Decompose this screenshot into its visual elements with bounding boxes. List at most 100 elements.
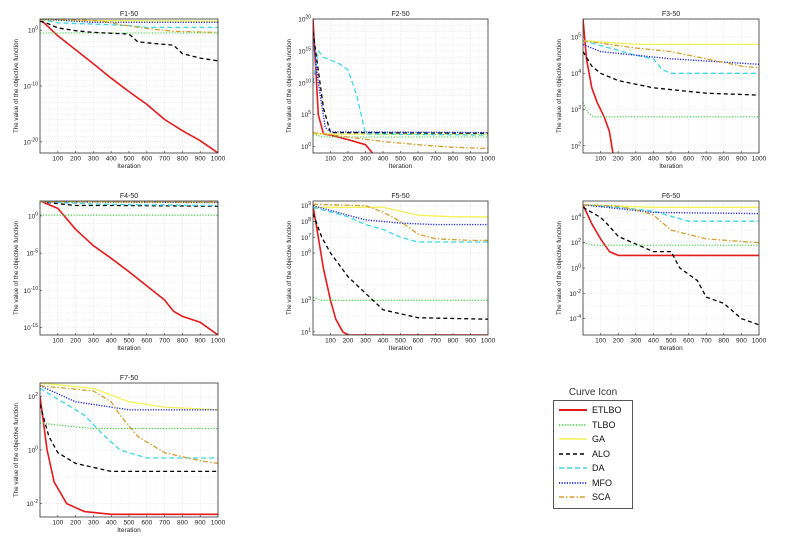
y-tick-label: 102 xyxy=(571,238,581,247)
x-tick-label: 1000 xyxy=(481,338,496,345)
series-line-sca xyxy=(583,204,759,244)
x-tick-label: 700 xyxy=(159,338,170,345)
y-axis-label: The value of the objective function xyxy=(556,38,563,132)
x-tick-label: 500 xyxy=(666,338,677,345)
y-tick-label: 100 xyxy=(301,142,311,151)
grid xyxy=(40,200,219,336)
x-tick-label: 1000 xyxy=(481,156,496,163)
y-axis-label: The value of the objective function xyxy=(13,402,20,496)
x-tick-label: 900 xyxy=(736,338,747,345)
x-tick-label: 500 xyxy=(124,520,135,527)
x-tick-label: 500 xyxy=(666,156,677,163)
chart-title: F1-50 xyxy=(120,11,138,18)
legend-entry-ga: GA xyxy=(558,432,628,447)
x-tick-label: 700 xyxy=(701,338,712,345)
series-line-da xyxy=(40,387,218,459)
series-line-da xyxy=(313,50,488,136)
x-tick-label: 900 xyxy=(736,156,747,163)
series-line-sca xyxy=(40,19,218,34)
legend-title: Curve Icon xyxy=(568,387,618,398)
series-line-ga xyxy=(40,19,218,22)
series-line-tlbo xyxy=(583,242,759,246)
chart-f7-50: 100 200 300 400 500 600 700 800 900 1000 102 100 10-… xyxy=(13,375,226,534)
legend-entry-mfo: MFO xyxy=(558,476,628,491)
legend-entry-alo: ALO xyxy=(558,447,628,462)
x-tick-label: 900 xyxy=(195,520,206,527)
y-axis-label: The value of the objective function xyxy=(286,38,293,132)
grid xyxy=(40,18,219,154)
x-tick-label: 300 xyxy=(630,156,641,163)
chart-f4-50: 100 200 300 400 500 600 700 800 900 1000 100 10-5 10… xyxy=(13,193,226,352)
series-line-tlbo xyxy=(313,296,488,301)
y-tick-label: 100 xyxy=(28,211,38,220)
x-tick-label: 200 xyxy=(70,156,81,163)
x-tick-label: 900 xyxy=(195,338,206,345)
x-tick-label: 100 xyxy=(52,520,63,527)
legend-label-sca: SCA xyxy=(592,492,611,503)
series-group xyxy=(40,19,218,153)
x-tick-label: 100 xyxy=(595,156,606,163)
legend-line-sca xyxy=(559,496,587,499)
series-group xyxy=(583,204,759,326)
series-line-da xyxy=(583,40,759,74)
x-tick-label: 400 xyxy=(378,156,389,163)
y-tick-label: 106 xyxy=(301,249,311,258)
chart-title: F6-50 xyxy=(662,193,680,200)
y-tick-label: 100 xyxy=(28,446,38,455)
series-line-sca xyxy=(313,203,488,242)
series-group xyxy=(583,19,759,153)
legend: Curve Icon ETLBO TLBO GA ALO DA MFO SCA xyxy=(553,387,633,509)
legend-entry-tlbo: TLBO xyxy=(558,418,628,433)
series-line-etlbo xyxy=(313,205,488,335)
y-tick-label: 100 xyxy=(571,264,581,273)
legend-label-da: DA xyxy=(592,463,605,474)
y-tick-label: 10-10 xyxy=(24,286,39,295)
series-line-tlbo xyxy=(313,133,488,138)
x-tick-label: 600 xyxy=(683,156,694,163)
series-line-alo xyxy=(583,206,759,326)
y-tick-label: 10-15 xyxy=(24,323,39,332)
x-tick-label: 200 xyxy=(613,338,624,345)
x-tick-label: 600 xyxy=(141,520,152,527)
x-tick-label: 600 xyxy=(413,338,424,345)
chart-f1-50: 100 200 300 400 500 600 700 800 900 1000 100 10-10 1… xyxy=(13,11,226,170)
series-line-ga xyxy=(313,206,488,218)
series-line-da xyxy=(40,201,218,207)
x-tick-label: 1000 xyxy=(211,520,226,527)
x-tick-label: 900 xyxy=(195,156,206,163)
y-tick-label: 10-5 xyxy=(26,249,38,258)
y-tick-label: 10-20 xyxy=(24,137,39,146)
y-axis-label: The value of the objective function xyxy=(13,38,20,132)
series-line-etlbo xyxy=(583,204,759,257)
legend-label-mfo: MFO xyxy=(592,477,612,488)
y-tick-label: 100 xyxy=(28,26,38,35)
y-tick-label: 10-2 xyxy=(569,289,581,298)
x-tick-label: 900 xyxy=(465,156,476,163)
x-tick-label: 400 xyxy=(106,156,117,163)
legend-box: ETLBO TLBO GA ALO DA MFO SCA xyxy=(553,400,633,509)
x-tick-label: 700 xyxy=(159,520,170,527)
grid xyxy=(40,383,219,517)
series-line-da xyxy=(313,206,488,243)
x-tick-label: 300 xyxy=(630,338,641,345)
y-tick-label: 103 xyxy=(571,105,581,114)
series-line-mfo xyxy=(583,204,759,215)
x-axis-label: Iteration xyxy=(117,163,141,170)
x-tick-label: 500 xyxy=(124,338,135,345)
y-tick-label: 10-10 xyxy=(24,82,39,91)
x-tick-label: 1000 xyxy=(211,338,226,345)
x-tick-label: 400 xyxy=(648,156,659,163)
chart-title: F3-50 xyxy=(662,11,680,18)
x-tick-label: 200 xyxy=(70,338,81,345)
x-tick-label: 800 xyxy=(718,156,729,163)
x-tick-label: 700 xyxy=(159,156,170,163)
y-tick-label: 105 xyxy=(571,33,581,42)
x-tick-label: 700 xyxy=(430,338,441,345)
x-tick-label: 100 xyxy=(52,156,63,163)
x-tick-label: 1000 xyxy=(752,156,767,163)
chart-f3-50: 100 200 300 400 500 600 700 800 900 1000 105 104 103… xyxy=(556,11,767,170)
legend-line-ga xyxy=(559,438,587,441)
x-tick-label: 300 xyxy=(88,520,99,527)
series-line-etlbo xyxy=(40,19,218,153)
x-axis-label: Iteration xyxy=(117,527,141,534)
